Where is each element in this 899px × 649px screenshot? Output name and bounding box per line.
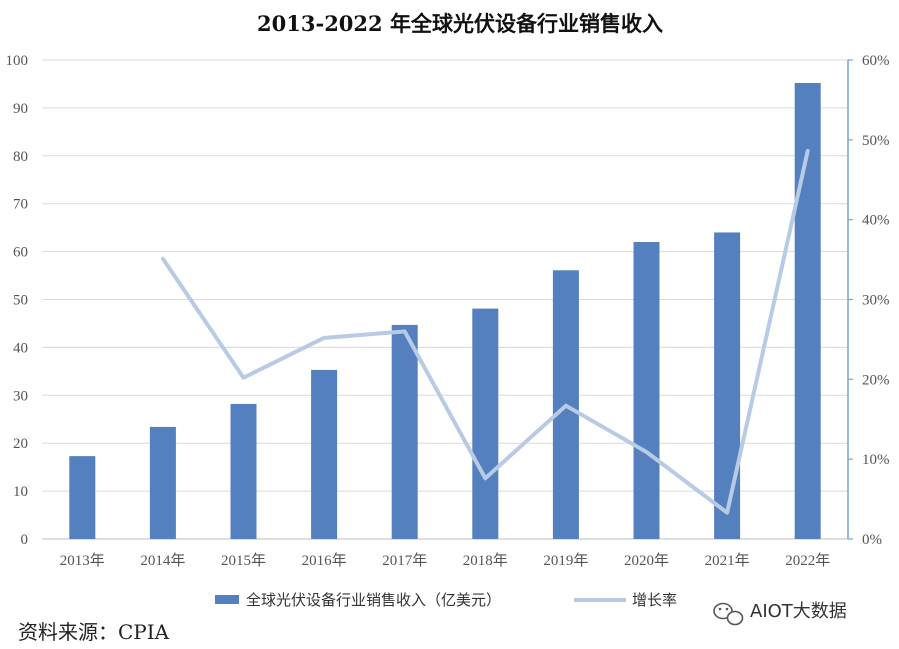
growth-point xyxy=(243,377,244,379)
legend-line-label: 增长率 xyxy=(632,591,677,609)
x-tick-label: 2022年 xyxy=(785,552,830,569)
y-left-tick-label: 90 xyxy=(13,101,28,117)
growth-point xyxy=(162,258,164,260)
y-left-tick-label: 80 xyxy=(13,149,28,165)
y-left-tick-label: 0 xyxy=(21,532,29,548)
legend-bar-label: 全球光伏设备行业销售收入（亿美元） xyxy=(246,591,501,609)
legend: 全球光伏设备行业销售收入（亿美元） 增长率 xyxy=(215,591,677,609)
growth-point xyxy=(565,405,567,407)
bar xyxy=(69,456,96,539)
legend-bar-swatch xyxy=(215,595,239,604)
source-note: 资料来源：CPIA xyxy=(18,620,170,644)
y-right-tick-label: 0% xyxy=(862,532,882,548)
y-left-tick-label: 100 xyxy=(6,53,29,69)
y-right-tick-label: 30% xyxy=(862,293,890,309)
bar xyxy=(311,369,338,539)
x-tick-label: 2013年 xyxy=(60,552,105,569)
x-tick-label: 2021年 xyxy=(705,552,750,569)
y-left-tick-label: 60 xyxy=(13,245,28,261)
watermark: AIOT大数据 xyxy=(713,601,847,626)
x-tick-label: 2019年 xyxy=(543,552,588,569)
growth-point xyxy=(484,477,486,479)
x-tick-label: 2014年 xyxy=(140,552,185,569)
y-left-tick-label: 20 xyxy=(13,436,28,452)
x-tick-label: 2020年 xyxy=(624,552,669,569)
y-left-tick-label: 10 xyxy=(13,484,28,500)
gridlines xyxy=(42,59,848,540)
x-tick-label: 2017年 xyxy=(382,552,427,569)
y-left-tick-label: 70 xyxy=(13,197,28,213)
bar xyxy=(714,232,741,539)
chart-title: 2013-2022 年全球光伏设备行业销售收入 xyxy=(257,11,663,36)
y-left-tick-label: 30 xyxy=(13,388,28,404)
x-tick-label: 2015年 xyxy=(221,552,266,569)
y-right-tick-label: 60% xyxy=(862,53,890,69)
bar xyxy=(391,324,418,539)
bar-series xyxy=(69,82,821,539)
growth-point xyxy=(404,330,406,332)
growth-point xyxy=(726,512,728,514)
y-axis-left-ticks: 0 10 20 30 40 50 60 70 80 90 100 xyxy=(6,53,29,548)
watermark-text: AIOT大数据 xyxy=(750,601,847,622)
y-right-tick-label: 10% xyxy=(862,452,890,468)
y-left-tick-label: 40 xyxy=(13,340,28,356)
y-axis-right-ticks: 0% 10% 20% 30% 40% 50% 60% xyxy=(847,53,890,548)
y-right-tick-label: 50% xyxy=(862,133,890,149)
growth-point xyxy=(323,337,325,339)
bar xyxy=(149,426,176,539)
y-right-tick-label: 20% xyxy=(862,372,890,388)
growth-point xyxy=(807,150,809,152)
wechat-icon xyxy=(713,602,744,626)
line-series xyxy=(160,149,810,515)
bar xyxy=(230,403,257,539)
y-right-tick-label: 40% xyxy=(862,213,890,229)
growth-point xyxy=(646,451,647,453)
x-tick-label: 2018年 xyxy=(463,552,508,569)
bar xyxy=(633,242,660,539)
x-tick-label: 2016年 xyxy=(302,552,347,569)
bar xyxy=(472,308,499,539)
x-axis-ticks: 2013年 2014年 2015年 2016年 2017年 2018年 2019年 2020年… xyxy=(60,552,830,569)
y-left-tick-label: 50 xyxy=(13,293,28,309)
